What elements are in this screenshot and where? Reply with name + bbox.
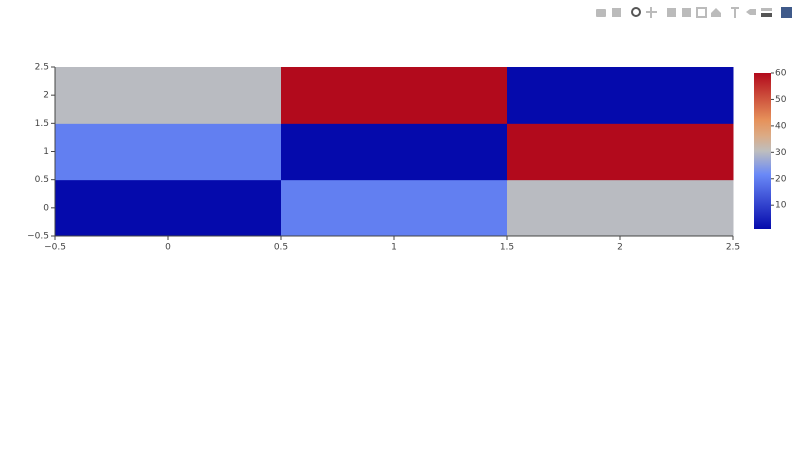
zoom-out-button[interactable]: [682, 8, 691, 17]
pan-button[interactable]: [646, 7, 657, 18]
heatmap-cell: [281, 67, 508, 124]
heatmap-cell: [507, 123, 734, 181]
spike-button[interactable]: [731, 7, 739, 18]
hover-compare-button-2[interactable]: [761, 13, 772, 17]
colorbar-tick-label: 50: [775, 95, 787, 105]
heatmap-cell: [281, 123, 508, 181]
y-tick-label: 2.5: [35, 63, 49, 73]
hover-closest-button[interactable]: [746, 9, 756, 15]
x-tick-label: −0.5: [44, 243, 66, 253]
y-tick-label: 1: [43, 147, 49, 157]
x-tick-label: 1: [391, 243, 397, 253]
modebar: [596, 7, 792, 18]
x-tick-label: 2.5: [726, 243, 740, 253]
hover-compare-button[interactable]: [761, 8, 772, 11]
autoscale-button[interactable]: [696, 7, 707, 18]
zoom-in-button[interactable]: [667, 8, 676, 17]
y-tick-label: 0.5: [35, 175, 49, 185]
plotly-logo[interactable]: [781, 7, 792, 18]
heatmap-cell: [55, 67, 282, 124]
heatmap-cell: [281, 179, 508, 237]
colorbar-tick-label: 30: [775, 148, 787, 158]
heatmap-cell: [55, 123, 282, 181]
colorbar-tick-label: 40: [775, 121, 787, 131]
save-button[interactable]: [612, 8, 621, 17]
x-tick-label: 2: [617, 243, 623, 253]
zoom-button[interactable]: [631, 7, 641, 17]
reset-button[interactable]: [711, 8, 721, 17]
x-tick-label: 0.5: [274, 243, 288, 253]
y-tick-label: 2: [43, 91, 49, 101]
y-tick-label: 0: [43, 203, 49, 213]
y-tick-label: 1.5: [35, 119, 49, 129]
colorbar-tick-label: 60: [775, 69, 787, 79]
x-tick-label: 0: [165, 243, 171, 253]
heatmap-cell: [507, 67, 734, 124]
camera-button[interactable]: [596, 9, 606, 17]
x-tick-label: 1.5: [500, 243, 514, 253]
colorbar-tick-label: 20: [775, 174, 787, 184]
heatmap-cell: [55, 179, 282, 237]
heatmap-cell: [507, 179, 734, 237]
colorbar-tick-label: 10: [775, 201, 787, 211]
y-tick-label: −0.5: [27, 232, 49, 242]
colorbar: [754, 73, 771, 229]
